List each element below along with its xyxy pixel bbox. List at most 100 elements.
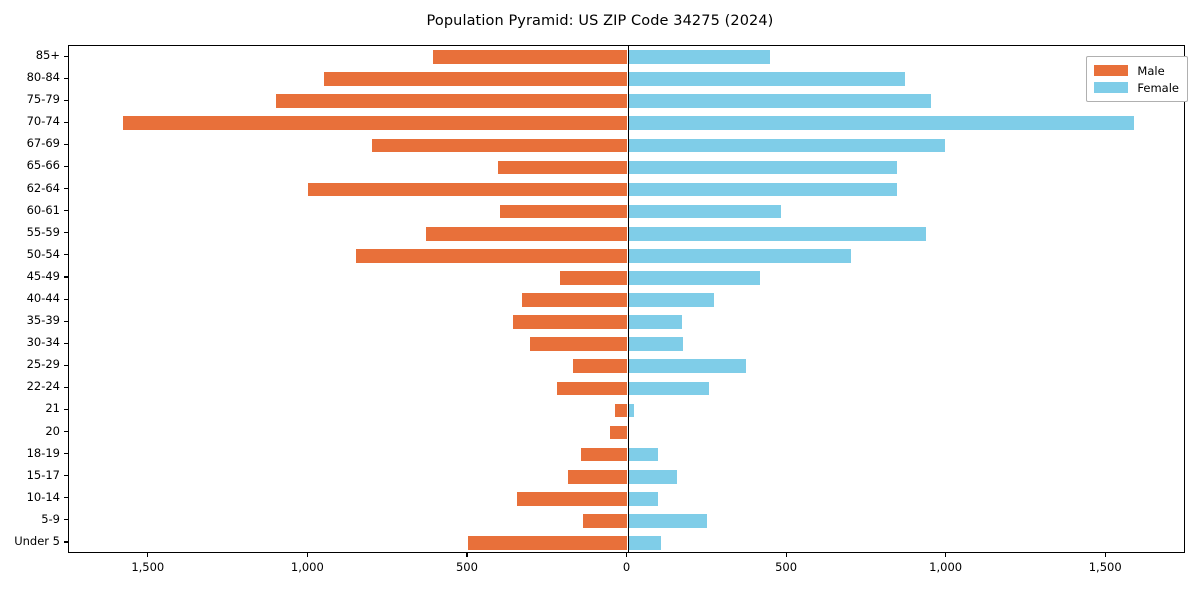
y-axis-tick-label: 80-84 [26,70,60,85]
bar-male [517,491,628,506]
x-axis-tick-mark [147,553,149,557]
y-axis-tick-mark [64,408,68,411]
bar-row [69,425,1184,440]
bars-container [69,46,1184,552]
bar-female [627,447,658,462]
bar-female [627,381,709,396]
y-axis-tick-label: 20 [45,423,60,438]
y-axis-tick-label: 55-59 [26,224,60,239]
bar-male [123,116,628,131]
bar-female [627,94,931,109]
y-axis-tick-mark [64,431,68,433]
bar-female [627,359,746,374]
bar-male [557,381,628,396]
x-axis-tick-mark [626,553,628,557]
chart-legend: Male Female [1086,56,1188,102]
bar-female [627,72,906,86]
chart-title: Population Pyramid: US ZIP Code 34275 (2… [426,13,774,29]
y-axis-tick-mark [64,364,68,366]
y-axis-tick-label: 50-54 [26,246,60,261]
y-axis-tick-mark [64,497,68,499]
bar-row [69,469,1184,484]
y-axis-tick-label: 30-34 [26,335,60,350]
y-axis-tick-mark [64,519,68,521]
bar-male [276,94,628,109]
bar-female [627,204,781,219]
bar-row [69,72,1184,86]
bar-male [467,536,628,550]
y-axis-tick-mark [64,320,68,322]
bar-row [69,514,1184,528]
bar-male [609,425,628,440]
x-axis-tick-label: 500 [455,560,478,574]
bar-female [627,293,714,307]
x-axis-tick-mark [785,553,787,557]
legend-entry: Male [1094,62,1179,79]
bar-female [627,469,677,484]
x-axis-tick-label: 500 [775,560,798,574]
bar-male [308,182,628,197]
bar-male [582,514,628,528]
y-axis-tick-label: 22-24 [26,379,60,394]
legend-label: Male [1137,63,1165,78]
y-axis-tick-mark [64,188,68,190]
bar-row [69,359,1184,374]
y-axis-tick-label: 70-74 [26,114,60,129]
bar-female [627,50,770,64]
bar-female [627,182,898,197]
bar-row [69,248,1184,263]
y-axis-tick-label: 15-17 [26,467,60,482]
bar-female [627,226,926,241]
bar-female [627,337,684,351]
y-axis-tick-mark [64,254,68,256]
bar-male [498,160,628,175]
y-axis-tick-mark [64,342,68,344]
bar-female [627,248,851,263]
bar-row [69,403,1184,418]
bar-female [627,271,760,285]
bar-row [69,381,1184,396]
bar-male [432,50,628,64]
bar-male [614,403,628,418]
bar-female [627,536,661,550]
y-axis-tick-label: 21 [45,401,60,416]
x-axis-tick-mark [466,553,468,557]
y-axis-tick-mark [64,77,68,79]
y-axis-tick-label: 10-14 [26,489,60,504]
bar-male [573,359,628,374]
y-axis-tick-label: 18-19 [26,445,60,460]
y-axis-tick-mark [64,541,68,543]
bar-male [560,271,628,285]
bar-row [69,138,1184,153]
y-axis-tick-label: 85+ [35,48,60,63]
x-axis-tick-mark [1104,553,1106,557]
y-axis-tick-label: 5-9 [41,511,60,526]
x-axis-tick-label: 1,000 [290,560,324,574]
bar-row [69,160,1184,175]
bar-male [426,226,628,241]
bar-row [69,50,1184,64]
bar-female [627,116,1134,131]
bar-female [627,315,682,329]
bar-row [69,315,1184,329]
bar-female [627,138,946,153]
y-axis-tick-mark [64,210,68,212]
bar-row [69,182,1184,197]
bar-row [69,226,1184,241]
bar-row [69,491,1184,506]
legend-label: Female [1137,80,1179,95]
bar-male [356,248,628,263]
legend-color-swatch [1094,65,1129,76]
y-axis-tick-label: 75-79 [26,92,60,107]
y-axis-tick-mark [64,276,68,278]
x-axis-tick-mark [945,553,947,557]
y-axis-tick-label: 45-49 [26,268,60,283]
y-axis-tick-label: Under 5 [14,533,60,548]
bar-female [627,491,658,506]
y-axis-tick-mark [64,475,68,477]
y-axis-tick-label: 35-39 [26,313,60,328]
bar-row [69,536,1184,550]
bar-male [581,447,628,462]
bar-male [499,204,628,219]
